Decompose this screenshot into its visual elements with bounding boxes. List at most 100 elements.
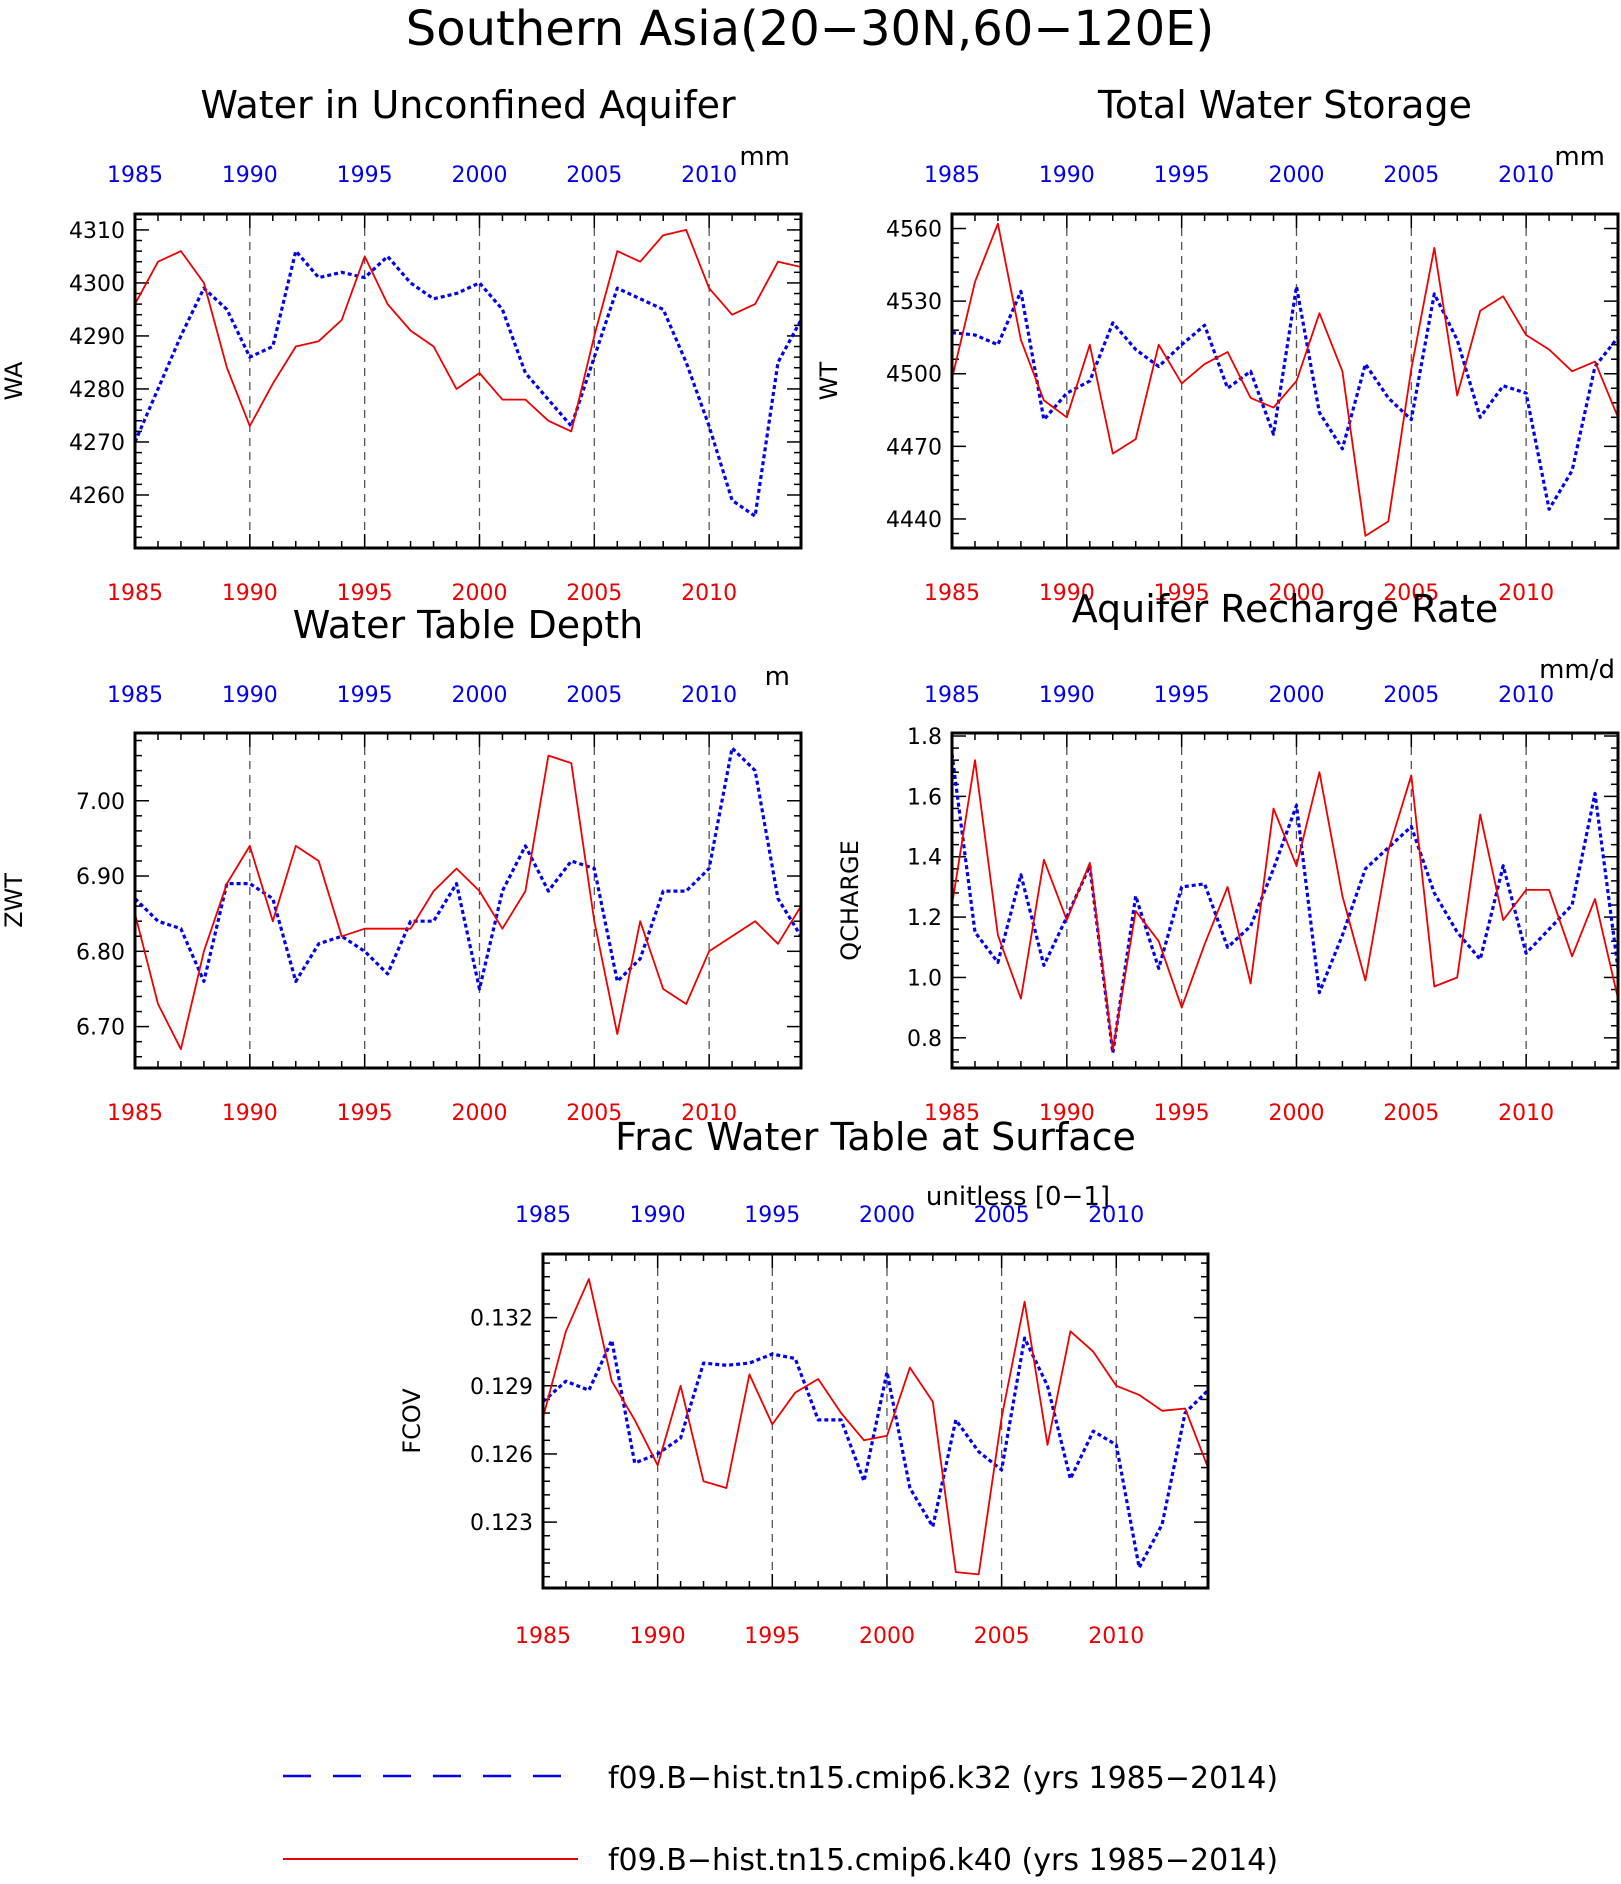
figure-title: Southern Asia(20−30N,60−120E) <box>406 1 1214 57</box>
y-tick-label: 1.0 <box>907 966 942 991</box>
top-x-tick-label: 1985 <box>924 683 980 708</box>
series-line-k40 <box>951 222 1619 537</box>
panel-title: Water Table Depth <box>293 603 644 647</box>
units-label: unitless [0−1] <box>926 1182 1110 1212</box>
series-line-k32 <box>950 753 1620 1055</box>
panel-5: Frac Water Table at Surface unitless [0−1… <box>398 1115 1210 1649</box>
panels: Water in Unconfined AquifermmWA198519851… <box>0 83 1620 1649</box>
panel-3: Water Table Depth m ZWT 1985 1985 1990 1990 199… <box>0 603 803 1126</box>
series-line-k32 <box>541 1336 1210 1570</box>
panel-title: Water in Unconfined Aquifer <box>200 83 736 127</box>
y-tick-label: 4440 <box>886 508 942 533</box>
bottom-x-tick-label: 1990 <box>1039 1101 1095 1126</box>
bottom-x-tick-label: 1985 <box>107 581 163 606</box>
y-tick-label: 0.126 <box>470 1443 533 1468</box>
bottom-x-tick-label: 2010 <box>1088 1624 1144 1649</box>
bottom-x-tick-label: 2005 <box>566 1101 622 1126</box>
y-tick-label: 4560 <box>886 218 942 243</box>
panel-title: Frac Water Table at Surface <box>615 1115 1136 1159</box>
y-tick-label: 4530 <box>886 290 942 315</box>
panel-title: Total Water Storage <box>1097 83 1472 127</box>
top-x-tick-label: 2005 <box>1383 163 1439 188</box>
top-x-tick-label: 1995 <box>744 1203 800 1228</box>
bottom-x-tick-label: 1990 <box>630 1624 686 1649</box>
top-x-tick-label: 1985 <box>924 163 980 188</box>
units-label: mm <box>1554 142 1605 172</box>
top-x-tick-label: 1990 <box>222 163 278 188</box>
plot-frame <box>950 731 1620 1070</box>
top-x-tick-label: 1990 <box>630 1203 686 1228</box>
y-tick-label: 6.80 <box>76 940 125 965</box>
bottom-x-tick-label: 2000 <box>451 1101 507 1126</box>
y-tick-label: 7.00 <box>76 790 125 815</box>
y-tick-label: 4500 <box>886 363 942 388</box>
y-tick-label: 1.2 <box>907 906 942 931</box>
bottom-x-tick-label: 2000 <box>859 1624 915 1649</box>
y-tick-label: 4270 <box>69 431 125 456</box>
units-label: mm <box>739 142 790 172</box>
y-tick-label: 0.129 <box>470 1375 533 1400</box>
y-axis-label: FCOV <box>398 1388 426 1454</box>
y-axis-label: ZWT <box>0 873 28 928</box>
plot-frame <box>133 212 803 550</box>
top-x-tick-label: 1985 <box>107 163 163 188</box>
top-x-tick-label: 2010 <box>681 683 737 708</box>
top-x-tick-label: 1985 <box>515 1203 571 1228</box>
y-tick-label: 4290 <box>69 325 125 350</box>
top-x-tick-label: 2005 <box>974 1203 1030 1228</box>
y-tick-label: 1.6 <box>907 785 942 810</box>
y-tick-label: 4300 <box>69 272 125 297</box>
panel-4: Aquifer Recharge Rate mm/d QCHARGE 1985 1985… <box>836 587 1620 1126</box>
top-x-tick-label: 1995 <box>1154 163 1210 188</box>
series-line-k40 <box>134 228 802 433</box>
bottom-x-tick-label: 2005 <box>1383 1101 1439 1126</box>
y-tick-label: 0.132 <box>470 1307 533 1332</box>
y-axis-label: QCHARGE <box>836 840 864 961</box>
y-tick-label: 4260 <box>69 484 125 509</box>
panel-title: Aquifer Recharge Rate <box>1072 587 1499 631</box>
series-line-k40 <box>134 754 802 1051</box>
top-x-tick-label: 1990 <box>1039 683 1095 708</box>
bottom-x-tick-label: 2000 <box>1268 1101 1324 1126</box>
series-line-k40 <box>951 759 1619 1051</box>
legend: f09.B−hist.tn15.cmip6.k32 (yrs 1985−2014… <box>283 1761 1278 1878</box>
top-x-tick-label: 2000 <box>451 163 507 188</box>
bottom-x-tick-label: 2010 <box>681 581 737 606</box>
legend-label-k40: f09.B−hist.tn15.cmip6.k40 (yrs 1985−2014… <box>608 1843 1278 1878</box>
top-x-tick-label: 2000 <box>1268 683 1324 708</box>
bottom-x-tick-label: 1985 <box>515 1624 571 1649</box>
bottom-x-tick-label: 1995 <box>337 581 393 606</box>
bottom-x-tick-label: 1985 <box>924 1101 980 1126</box>
bottom-x-tick-label: 1985 <box>107 1101 163 1126</box>
bottom-x-tick-label: 2010 <box>681 1101 737 1126</box>
y-tick-label: 1.4 <box>907 846 942 871</box>
y-tick-label: 0.8 <box>907 1027 942 1052</box>
top-x-tick-label: 2010 <box>1498 683 1554 708</box>
panel-2: Total Water Storage mm WT 1985 1985 1990 1990 1… <box>815 83 1620 606</box>
top-x-tick-label: 2005 <box>566 683 622 708</box>
bottom-x-tick-label: 2005 <box>1383 581 1439 606</box>
series-line-k32 <box>133 249 803 518</box>
top-x-tick-label: 2000 <box>859 1203 915 1228</box>
top-x-tick-label: 1995 <box>337 163 393 188</box>
y-tick-label: 6.90 <box>76 865 125 890</box>
bottom-x-tick-label: 2000 <box>1268 581 1324 606</box>
y-axis-label: WT <box>815 361 843 400</box>
top-x-tick-label: 2005 <box>1383 683 1439 708</box>
bottom-x-tick-label: 1990 <box>222 1101 278 1126</box>
top-x-tick-label: 1990 <box>222 683 278 708</box>
top-x-tick-label: 2010 <box>1498 163 1554 188</box>
bottom-x-tick-label: 2005 <box>566 581 622 606</box>
y-tick-label: 4470 <box>886 435 942 460</box>
series-line-k32 <box>951 285 1620 511</box>
bottom-x-tick-label: 2010 <box>1498 581 1554 606</box>
bottom-x-tick-label: 1995 <box>1154 581 1210 606</box>
bottom-x-tick-label: 2000 <box>451 581 507 606</box>
top-x-tick-label: 1990 <box>1039 163 1095 188</box>
bottom-x-tick-label: 1995 <box>337 1101 393 1126</box>
legend-label-k32: f09.B−hist.tn15.cmip6.k32 (yrs 1985−2014… <box>608 1761 1278 1796</box>
top-x-tick-label: 2010 <box>681 163 737 188</box>
top-x-tick-label: 1985 <box>107 683 163 708</box>
